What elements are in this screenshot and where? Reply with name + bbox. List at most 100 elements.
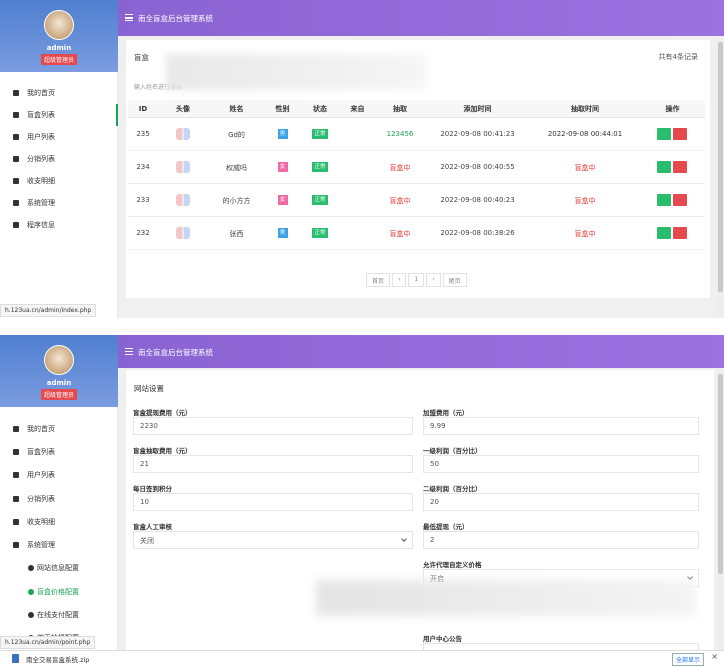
username: admin — [46, 44, 72, 52]
nav-label: 收支明细 — [27, 177, 55, 185]
draw-result: 盲盒中 — [389, 230, 411, 238]
added-time: 2022-09-08 00:40:55 — [440, 163, 515, 171]
field-value: 开启 — [430, 575, 444, 583]
nav-label: 用户列表 — [27, 471, 55, 480]
gender-badge: 男 — [277, 129, 288, 139]
header-bar: 南全盲盒后台管理系统 — [118, 335, 724, 368]
nav-label: 我的首页 — [27, 89, 55, 97]
nav-item[interactable]: 收支明细 — [0, 510, 118, 533]
drawn-time: 2022-09-08 00:44:01 — [547, 130, 623, 138]
delete-button[interactable] — [673, 194, 687, 206]
section-title: 网站设置 — [134, 384, 164, 393]
subnav-item[interactable]: 盲盒价格配置 — [0, 580, 118, 603]
select-box[interactable]: 关闭 — [133, 531, 413, 549]
column-header: 头像 — [158, 100, 208, 118]
id: 234 — [136, 163, 150, 171]
edit-button[interactable] — [657, 128, 671, 140]
avatar-image — [176, 128, 190, 140]
nav-label: 系统管理 — [27, 199, 55, 207]
input-box[interactable] — [423, 643, 699, 650]
column-header: 状态 — [300, 100, 340, 118]
subnav-label: 盲盒价格配置 — [37, 587, 79, 596]
subnav-item[interactable]: 在线支付配置 — [0, 603, 118, 626]
username: admin — [46, 379, 72, 387]
edit-button[interactable] — [657, 161, 671, 173]
added-time: 2022-09-08 00:40:23 — [440, 196, 515, 204]
nav-item[interactable]: 收支明细 — [0, 170, 118, 192]
field-value: 2 — [430, 536, 435, 544]
status-url: h.123ua.cn/admin/point.php — [0, 636, 96, 649]
input-box[interactable]: 50 — [423, 455, 699, 473]
avatar — [44, 345, 74, 375]
input-box[interactable]: 10 — [133, 493, 413, 511]
column-header: 姓名 — [208, 100, 265, 118]
input-box[interactable]: 2230 — [133, 417, 413, 435]
avatar-image — [176, 161, 190, 173]
nav-item[interactable]: 分销列表 — [0, 487, 118, 510]
subnav-icon — [28, 588, 34, 595]
nav-item[interactable]: 系统管理 — [0, 534, 118, 557]
field-label: 盲盒人工审核 — [133, 523, 172, 531]
table-row — [128, 118, 705, 151]
nav-item[interactable]: 盲盒列表 — [0, 104, 118, 126]
nav-icon — [13, 156, 19, 162]
field-value: 关闭 — [140, 537, 154, 545]
page-button[interactable]: 1 — [408, 273, 425, 287]
draw-result: 123456 — [386, 130, 414, 138]
subnav-label: 在线支付配置 — [37, 611, 79, 620]
nav-item[interactable]: 用户列表 — [0, 464, 118, 487]
nav-item[interactable]: 我的首页 — [0, 417, 118, 440]
nav-item[interactable]: 系统管理 — [0, 192, 118, 214]
page-button[interactable]: 尾页 — [442, 273, 467, 287]
edit-button[interactable] — [657, 194, 671, 206]
nav-item[interactable]: 程序信息 — [0, 214, 118, 236]
delete-button[interactable] — [673, 161, 687, 173]
field-value: 20 — [430, 498, 439, 506]
nav-label: 用户列表 — [27, 133, 55, 141]
delete-button[interactable] — [673, 128, 687, 140]
download-bar: 南全交易盲盒系统.zip 全部显示 × — [0, 650, 724, 667]
close-button[interactable]: × — [711, 652, 718, 661]
nav-item[interactable]: 我的首页 — [0, 82, 118, 104]
column-header: 操作 — [640, 100, 705, 118]
name: Gd的 — [228, 131, 245, 139]
subnav-icon — [28, 612, 34, 619]
menu-icon[interactable] — [125, 14, 133, 21]
scroll-thumb — [718, 42, 723, 292]
edit-button[interactable] — [657, 227, 671, 239]
chevron — [401, 536, 407, 542]
card-title: 盲盒 — [134, 53, 149, 62]
subnav-item[interactable]: 网站信息配置 — [0, 557, 118, 580]
page-button[interactable]: › — [426, 273, 441, 287]
nav-item[interactable]: 分销列表 — [0, 148, 118, 170]
status-badge: 正常 — [312, 228, 328, 238]
input-box[interactable]: 2 — [423, 531, 699, 549]
input-box[interactable]: 20 — [423, 493, 699, 511]
show-all-button[interactable]: 全部显示 — [671, 653, 704, 666]
input-box[interactable]: 9.99 — [423, 417, 699, 435]
drawn-time: 盲盒中 — [574, 164, 596, 172]
menu-icon[interactable] — [125, 347, 133, 355]
delete-button[interactable] — [673, 227, 687, 239]
column-header: 抽取时间 — [530, 100, 640, 118]
nav-icon — [13, 518, 19, 525]
page-button[interactable]: ‹ — [392, 273, 407, 287]
draw-result: 盲盒中 — [389, 164, 411, 172]
menu-icon-mid — [125, 350, 133, 353]
gap — [0, 318, 724, 335]
list-screen: 南全盲盒后台管理系统 admin 超级管理员 我的首页 盲盒列表 用户列表 分销列表 收支明细… — [0, 0, 724, 318]
nav-item[interactable]: 用户列表 — [0, 126, 118, 148]
nav-icon — [13, 472, 19, 479]
input-box[interactable]: 21 — [133, 455, 413, 473]
field-label: 一级利润（百分比） — [423, 447, 482, 455]
nav-item[interactable]: 盲盒列表 — [0, 440, 118, 463]
name: 权威吗 — [226, 164, 247, 172]
nav-icon — [13, 425, 19, 432]
search-input[interactable]: 输入姓名进行搜索 — [134, 84, 183, 91]
field-label: 用户中心公告 — [423, 635, 462, 643]
subnav-icon — [28, 565, 34, 572]
status-badge: 正常 — [312, 129, 328, 139]
file-name[interactable]: 南全交易盲盒系统.zip — [26, 656, 90, 664]
page-button[interactable]: 首页 — [366, 273, 391, 287]
gender-badge: 女 — [277, 162, 288, 172]
